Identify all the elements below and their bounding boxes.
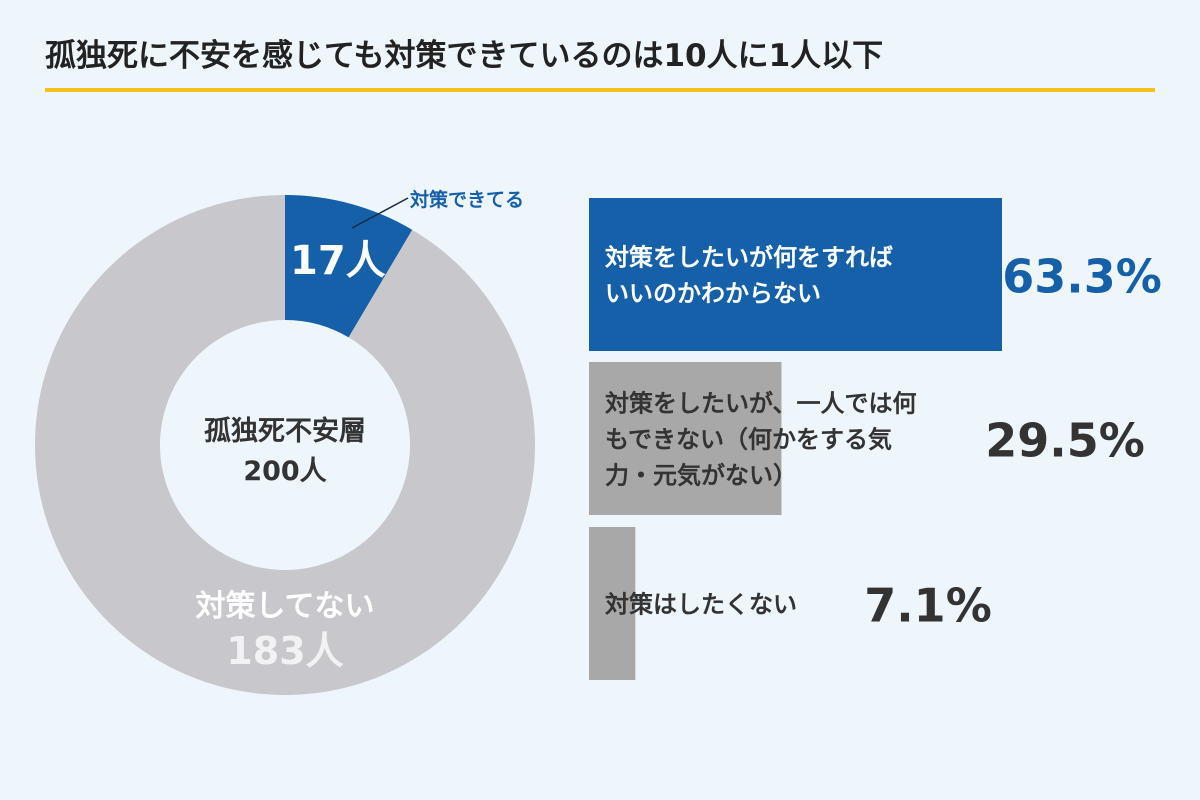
bar-value-1: 29.5% — [985, 414, 1145, 468]
bar-1 — [589, 362, 782, 515]
bar-label-1-line-1: もできない（何かをする気 — [605, 426, 892, 454]
donut-slice-1 — [34, 195, 536, 695]
bar-label-0-line-0: 対策をしたいが何をすれば — [605, 244, 893, 272]
center-label-line-1: 孤独死不安層 — [204, 415, 366, 447]
bar-label-2-line-0: 対策はしたくない — [605, 591, 797, 619]
chart-title: 孤独死に不安を感じても対策できているのは10人に1人以下 — [45, 38, 884, 74]
slice-label-1: 対策してない — [195, 589, 374, 624]
donut-slice-0 — [285, 195, 413, 338]
center-label-line-2: 200人 — [243, 456, 326, 487]
slice-label-0: 対策できてる — [409, 188, 524, 211]
bar-2 — [589, 527, 636, 680]
bar-value-2: 7.1% — [864, 579, 992, 633]
slice-value-1: 183人 — [226, 629, 343, 673]
bar-label-1-line-0: 対策をしたいが、一人では何 — [605, 390, 917, 418]
bar-value-0: 63.3% — [1002, 250, 1162, 304]
bar-label-1-line-2: 力・元気がない） — [605, 462, 797, 490]
title-underline — [45, 88, 1155, 92]
slice-value-0: 17人 — [290, 238, 386, 284]
bar-0 — [589, 198, 1002, 351]
leader-line — [351, 197, 409, 229]
bar-label-0-line-1: いいのかわからない — [605, 280, 821, 308]
